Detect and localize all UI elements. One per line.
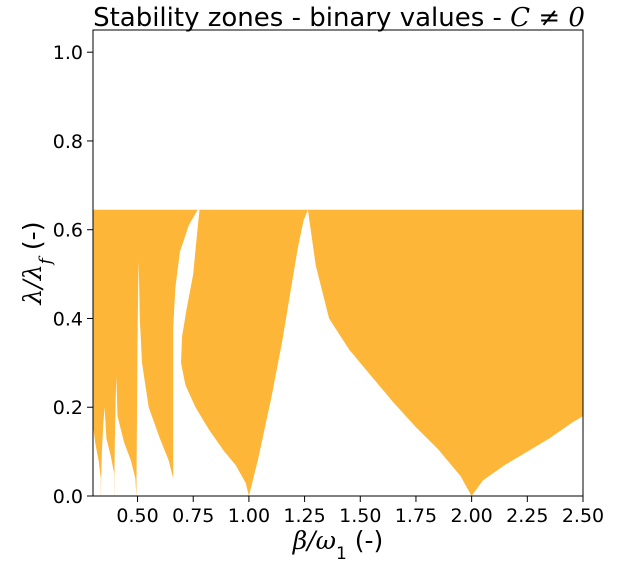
x-tick-label: 0.50 (116, 505, 158, 527)
x-tick-label: 0.75 (172, 505, 214, 527)
y-tick-label: 0.0 (53, 486, 83, 508)
y-tick-label: 0.6 (53, 220, 83, 242)
unstable-zone-beta-0.67 (136, 260, 175, 496)
x-tick-label: 1.00 (228, 505, 270, 527)
y-tick-label: 0.4 (53, 308, 83, 330)
y-axis-label: λ/λf (-) (18, 222, 56, 306)
y-tick-label: 0.8 (53, 131, 83, 153)
y-tick-label: 1.0 (53, 42, 83, 64)
x-axis-label-math: β/ω (292, 526, 336, 555)
chart-title: Stability zones - binary values - C ≠ 0 (93, 3, 585, 33)
y-tick-label: 0.2 (53, 397, 83, 419)
x-tick-label: 2.00 (450, 505, 492, 527)
unstable-zone-beta-1.00 (173, 209, 249, 496)
unstable-zone-beta-0.40 (100, 407, 115, 496)
x-axis-label-sub: 1 (336, 544, 347, 563)
x-axis: 0.50 0.75 1.00 1.25 1.50 1.75 2.00 2.25 2.50 (116, 496, 604, 527)
chart-title-prefix: Stability zones - binary values - (93, 3, 510, 33)
unstable-zone-beta-2.00 (248, 209, 583, 496)
plot-area (93, 209, 583, 496)
y-axis-label-math: λ/λ (18, 264, 47, 305)
x-tick-label: 1.25 (283, 505, 325, 527)
x-axis-label-unit: (-) (347, 526, 383, 555)
x-tick-label: 1.50 (339, 505, 381, 527)
unstable-zone-beta-0.33 (93, 425, 101, 496)
chart-title-math: C ≠ 0 (510, 3, 585, 33)
y-axis-label-unit: (-) (18, 222, 47, 258)
plot-frame (92, 29, 584, 497)
x-tick-label: 1.75 (395, 505, 437, 527)
unstable-zone-beta-0.50 (114, 376, 137, 496)
x-tick-label: 2.25 (506, 505, 548, 527)
y-axis-label-sub: f (36, 255, 56, 266)
y-axis: 0.0 0.2 0.4 0.6 0.8 1.0 (53, 42, 93, 508)
x-tick-label: 2.50 (562, 505, 604, 527)
x-axis-label: β/ω1 (-) (292, 526, 384, 563)
